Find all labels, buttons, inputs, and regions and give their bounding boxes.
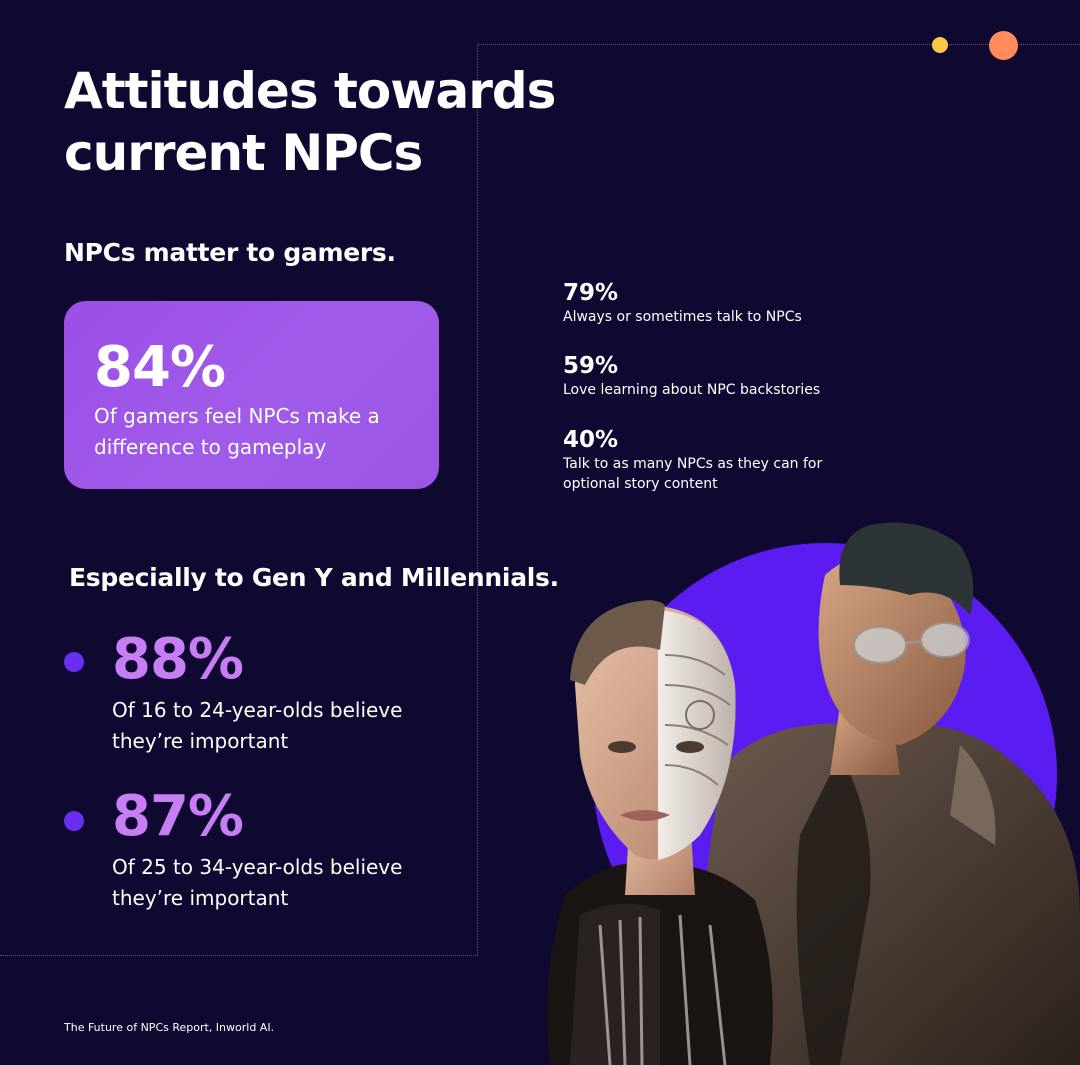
dotted-frame-vertical (477, 44, 478, 955)
bullet-dot-icon (64, 652, 84, 672)
npc-portrait-illustration (540, 515, 1080, 1065)
highlight-card: 84% Of gamers feel NPCs make a differenc… (64, 301, 439, 489)
stat-item: 40% Talk to as many NPCs as they can for… (563, 426, 863, 494)
orange-dot-icon (989, 31, 1018, 60)
stat-item: 59% Love learning about NPC backstories (563, 352, 863, 400)
man-hair (839, 522, 974, 615)
stat-value: 79% (563, 280, 619, 306)
section-heading-gen-y: Especially to Gen Y and Millennials. (69, 563, 559, 592)
bullet-dot-icon (64, 811, 84, 831)
age-stat-description: Of 16 to 24-year-olds believe they’re im… (112, 698, 403, 753)
stat-value: 59% (563, 353, 619, 379)
age-stat-value: 87% (112, 784, 244, 849)
highlight-description: Of gamers feel NPCs make a difference to… (94, 404, 380, 459)
page-title: Attitudes towards current NPCs (64, 62, 556, 182)
stat-description: Love learning about NPC backstories (563, 382, 821, 398)
age-stat-description: Of 25 to 34-year-olds believe they’re im… (112, 855, 403, 910)
source-footnote: The Future of NPCs Report, Inworld AI. (64, 1021, 275, 1034)
stat-value: 40% (563, 427, 619, 453)
section-heading-npcs-matter: NPCs matter to gamers. (64, 238, 396, 267)
stat-description: Always or sometimes talk to NPCs (563, 309, 802, 325)
dotted-frame-bottom (0, 955, 478, 956)
dotted-frame-top (477, 44, 1080, 45)
yellow-dot-icon (932, 37, 948, 53)
stat-description: Talk to as many NPCs as they can for opt… (563, 456, 823, 492)
age-stat-value: 88% (112, 627, 244, 692)
stat-item: 79% Always or sometimes talk to NPCs (563, 279, 863, 327)
highlight-value: 84% (94, 335, 226, 400)
